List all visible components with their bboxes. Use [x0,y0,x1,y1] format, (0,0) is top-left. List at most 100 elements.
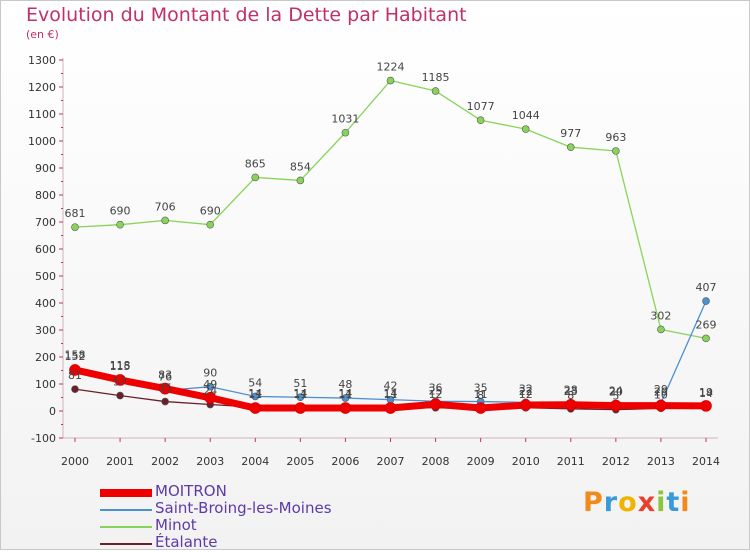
data-label-etalante: 14 [338,387,352,400]
logo-letter: i [656,487,667,518]
data-label-saint-broing: 158 [65,348,86,361]
data-point-moitron [159,382,171,395]
data-label-minot: 269 [696,318,717,331]
data-point-minot [702,334,710,343]
data-label-etalante: 5 [612,390,619,403]
legend-label-saint-broing: Saint-Broing-les-Moines [155,499,332,517]
data-point-moitron [249,402,262,414]
data-point-saint-broing [206,382,215,391]
data-point-moitron [294,402,307,414]
data-point-moitron [655,399,667,412]
data-label-saint-broing: 28 [564,383,578,396]
data-label-moitron: 11 [338,388,352,401]
chart-title: Evolution du Montant de la Dette par Hab… [26,4,467,26]
x-tick-label: 2013 [647,455,675,468]
x-tick-label: 2000 [61,455,89,468]
y-tick-label: 0 [49,405,56,418]
data-label-moitron: 20 [654,386,668,399]
data-label-moitron: 11 [248,388,262,401]
data-point-minot [612,147,620,155]
data-label-moitron: 22 [519,385,533,398]
x-tick-label: 2012 [602,455,630,468]
data-label-saint-broing: 54 [248,376,262,389]
data-label-minot: 1077 [467,100,495,113]
x-tick-label: 2006 [331,455,359,468]
data-point-etalante [71,385,79,393]
legend-label-etalante: Étalante [155,533,218,551]
data-label-moitron: 11 [293,388,307,401]
data-label-saint-broing: 48 [338,378,352,391]
data-point-moitron [564,398,577,411]
data-point-etalante [116,391,124,400]
data-point-moitron [700,400,712,412]
data-label-minot: 1185 [422,71,450,84]
data-label-saint-broing: 32 [519,382,533,395]
data-label-minot: 963 [605,131,626,144]
data-point-minot [386,76,395,85]
legend-swatch-etalante [100,543,152,545]
x-tick-label: 2001 [106,455,134,468]
legend-swatch-minot [100,526,152,528]
data-point-saint-broing [702,297,710,305]
data-label-etalante: 10 [654,388,668,401]
data-point-minot [431,87,440,95]
data-label-moitron: 19 [699,386,713,399]
legend-swatch-saint-broing [100,509,152,511]
data-label-minot: 1044 [512,109,540,122]
y-tick-label: 100 [35,378,56,391]
data-label-saint-broing: 42 [384,380,398,393]
data-label-etalante: 14 [293,387,307,400]
chart-subtitle: (en €) [26,28,59,41]
data-label-etalante: 14 [248,387,262,400]
data-label-minot: 865 [245,157,266,170]
data-label-minot: 302 [650,309,671,322]
data-label-saint-broing: 90 [203,367,217,380]
data-point-minot [566,143,575,152]
logo-letter: i [680,487,691,518]
logo-letter: x [637,487,657,518]
x-tick-label: 2008 [422,455,450,468]
y-tick-label: 600 [35,243,56,256]
data-point-moitron [114,374,126,386]
y-tick-label: 900 [35,162,56,175]
data-label-saint-broing: 76 [158,370,172,383]
data-label-minot: 1224 [377,61,405,74]
logo-letter: t [666,487,681,518]
data-point-minot [206,220,215,229]
data-label-moitron: 49 [203,378,217,391]
data-label-etalante: 57 [113,376,127,389]
data-label-minot: 977 [560,127,581,140]
data-label-etalante: 12 [429,388,443,401]
data-label-saint-broing: 24 [609,385,623,398]
x-tick-label: 2002 [151,455,179,468]
y-tick-label: 1100 [28,108,56,121]
x-tick-label: 2010 [512,455,540,468]
data-point-moitron [474,402,487,414]
data-point-saint-broing [251,392,260,401]
data-label-moitron: 11 [384,388,398,401]
data-label-moitron: 23 [564,385,578,398]
logo-letter: r [603,487,619,518]
data-point-moitron [384,402,397,414]
data-point-minot [116,220,124,229]
data-label-etalante: 14 [699,387,713,400]
y-tick-label: 300 [35,324,56,337]
data-point-minot [251,173,260,182]
data-point-minot [71,223,79,231]
data-point-minot [657,325,665,334]
data-label-saint-broing: 118 [110,359,131,372]
data-label-saint-broing: 36 [429,381,443,394]
data-point-minot [161,216,169,225]
data-point-minot [476,116,485,125]
data-label-saint-broing: 407 [696,281,717,294]
data-label-moitron: 11 [474,388,488,401]
data-point-moitron [429,398,442,411]
data-label-moitron: 25 [429,384,443,397]
data-point-minot [341,128,350,137]
data-label-saint-broing: 35 [474,382,488,395]
x-tick-label: 2005 [286,455,314,468]
y-tick-label: 500 [35,270,56,283]
y-tick-label: 700 [35,216,56,229]
